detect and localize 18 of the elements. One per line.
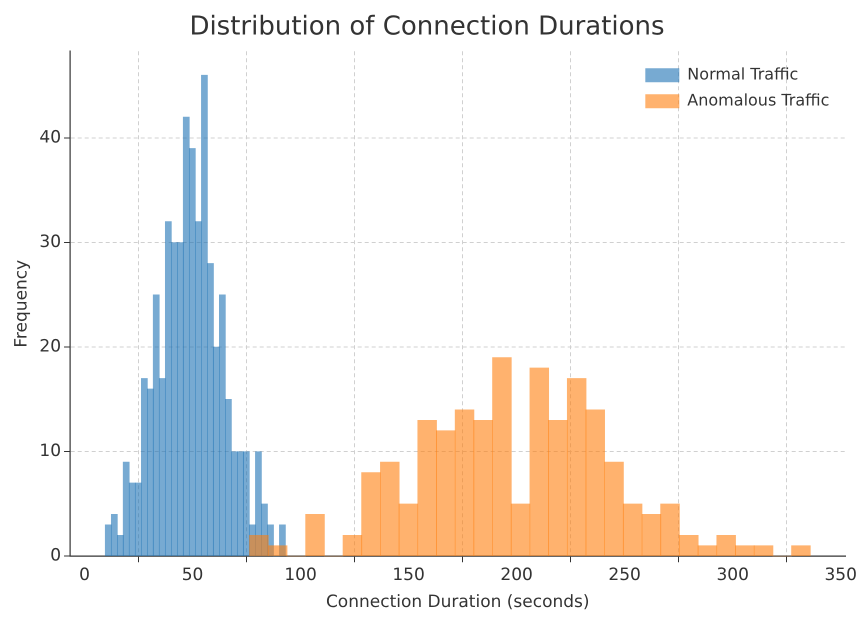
- x-tick-label: 100: [284, 564, 317, 585]
- x-tick-label: 250: [608, 564, 641, 585]
- y-tick-label: 10: [39, 441, 62, 462]
- x-tick-label: 350: [824, 564, 857, 585]
- x-tick-label: 300: [716, 564, 749, 585]
- x-tick-label: 150: [392, 564, 425, 585]
- y-tick-label: 30: [39, 232, 62, 252]
- y-tick-label: 0: [50, 546, 62, 566]
- x-tick-label: 50: [182, 564, 204, 585]
- x-axis-title: Connection Duration (seconds): [326, 592, 590, 612]
- legend-label: Normal Traffic: [687, 64, 798, 84]
- x-tick-label: 0: [79, 564, 90, 585]
- legend-label: Anomalous Traffic: [687, 90, 830, 110]
- chart-title: Distribution of Connection Durations: [189, 11, 665, 42]
- y-tick-label: 40: [39, 127, 62, 148]
- x-tick-label: 200: [500, 564, 533, 585]
- y-tick-label: 20: [39, 336, 62, 357]
- y-axis-title: Frequency: [12, 260, 32, 348]
